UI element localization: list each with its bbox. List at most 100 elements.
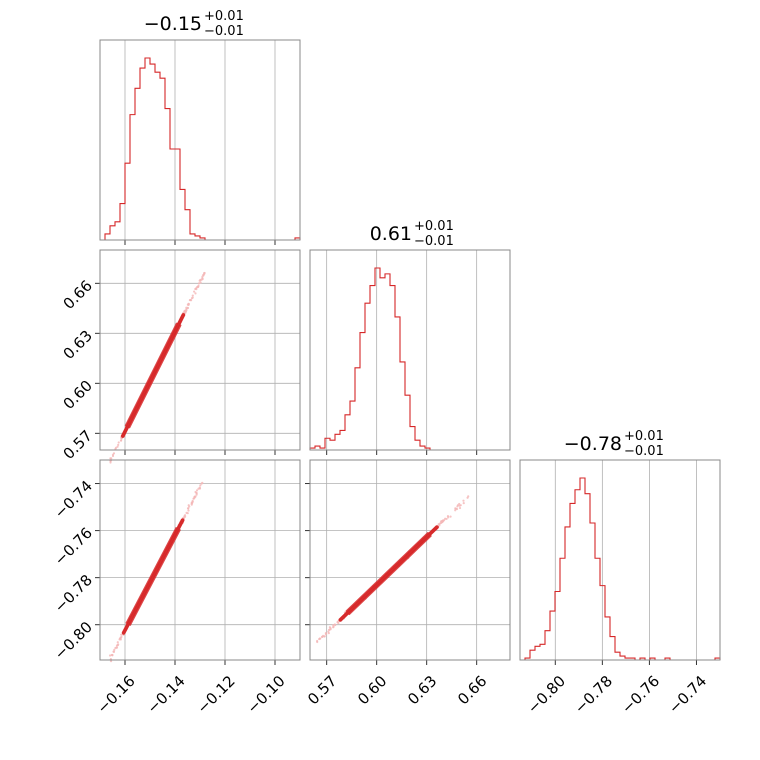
scatter-point bbox=[319, 637, 322, 640]
scatter-point bbox=[111, 454, 115, 458]
title-upper-p1: +0.01 bbox=[414, 219, 454, 234]
x-tick-label-p2: −0.80 bbox=[524, 672, 569, 717]
scatter-point bbox=[183, 514, 187, 517]
scatter-point bbox=[200, 278, 203, 281]
frame-layer bbox=[95, 39, 721, 665]
panel-frame-1-0 bbox=[99, 249, 301, 451]
scatter-point bbox=[316, 640, 319, 644]
scatter-point bbox=[438, 522, 441, 525]
scatter-point bbox=[449, 515, 452, 518]
scatter-point bbox=[120, 633, 123, 636]
contour-line bbox=[121, 518, 185, 635]
title-upper-p2: +0.01 bbox=[624, 429, 664, 444]
scatter-point bbox=[183, 310, 186, 313]
contour-line bbox=[122, 314, 186, 438]
scatter-point bbox=[117, 441, 120, 444]
histogram-p0 bbox=[100, 57, 301, 241]
contour-line bbox=[123, 519, 185, 635]
scatter-point bbox=[193, 290, 196, 293]
y-tick-label-p1: 0.63 bbox=[60, 327, 96, 363]
data-layer bbox=[100, 57, 721, 663]
y-tick-label-p2: −0.76 bbox=[51, 524, 96, 569]
scatter-point bbox=[195, 491, 198, 495]
scatter-point bbox=[191, 500, 194, 503]
scatter-point bbox=[186, 507, 190, 510]
scatter-point bbox=[458, 506, 462, 510]
scatter-point bbox=[458, 502, 461, 506]
title-value-p1: 0.61 bbox=[370, 223, 412, 245]
x-tick-label-p0: −0.14 bbox=[144, 672, 189, 717]
contour-line bbox=[340, 526, 439, 622]
scatter-point bbox=[116, 445, 119, 448]
scatter-point bbox=[195, 489, 199, 492]
scatter-point bbox=[195, 493, 198, 496]
scatter-point bbox=[197, 282, 201, 285]
scatter-point bbox=[120, 439, 123, 442]
y-tick-label-p2: −0.80 bbox=[51, 618, 96, 663]
scatter-point bbox=[199, 484, 202, 487]
scatter-point bbox=[440, 521, 443, 524]
scatter-point bbox=[447, 516, 450, 519]
x-tick-label-p1: 0.66 bbox=[454, 672, 490, 708]
scatter-point bbox=[462, 502, 465, 505]
scatter-point bbox=[194, 287, 197, 291]
scatter-point bbox=[110, 653, 113, 657]
scatter-point bbox=[185, 511, 188, 515]
histogram-p2 bbox=[520, 477, 721, 661]
scatter-point bbox=[328, 626, 331, 629]
title-upper-p0: +0.01 bbox=[204, 9, 244, 24]
x-tick-label-p0: −0.16 bbox=[94, 672, 139, 717]
y-tick-label-p2: −0.78 bbox=[51, 571, 96, 616]
scatter-point bbox=[332, 625, 335, 628]
scatter-point bbox=[324, 632, 327, 635]
scatter-point bbox=[329, 628, 332, 631]
contour-line bbox=[128, 324, 182, 429]
scatter-point bbox=[117, 443, 120, 447]
x-tick-label-p1: 0.63 bbox=[404, 672, 440, 708]
scatter-point bbox=[333, 623, 336, 626]
scatter-point bbox=[187, 504, 190, 507]
contour-line bbox=[121, 313, 186, 438]
scatter-point bbox=[188, 298, 192, 302]
x-tick-label-p0: −0.12 bbox=[194, 672, 239, 717]
scatter-point bbox=[112, 650, 115, 653]
scatter-p0-p1 bbox=[109, 271, 206, 464]
title-lower-p1: −0.01 bbox=[414, 234, 454, 249]
scatter-point bbox=[191, 294, 194, 297]
title-lower-p0: −0.01 bbox=[204, 24, 244, 39]
scatter-point bbox=[113, 648, 116, 651]
x-tick-label-p2: −0.76 bbox=[618, 672, 663, 717]
scatter-point bbox=[196, 286, 199, 289]
scatter-point bbox=[190, 503, 193, 506]
scatter-p1-p2 bbox=[316, 495, 470, 644]
scatter-point bbox=[192, 497, 195, 500]
y-tick-label-p1: 0.66 bbox=[60, 277, 96, 313]
scatter-point bbox=[115, 644, 119, 647]
scatter-point bbox=[455, 507, 458, 510]
scatter-point bbox=[445, 517, 448, 521]
scatter-point bbox=[201, 277, 204, 280]
contour-line bbox=[348, 535, 432, 616]
scatter-point bbox=[116, 641, 119, 644]
title-value-p2: −0.78 bbox=[564, 433, 622, 455]
panel-frame-2-2 bbox=[519, 459, 721, 661]
scatter-point bbox=[203, 271, 206, 275]
scatter-point bbox=[109, 461, 112, 464]
contour-line bbox=[129, 529, 181, 626]
scatter-point bbox=[115, 646, 119, 649]
x-tick-label-p1: 0.60 bbox=[354, 672, 390, 708]
panel-frame-1-1 bbox=[309, 249, 511, 451]
scatter-point bbox=[185, 306, 188, 309]
scatter-point bbox=[190, 297, 194, 300]
scatter-point bbox=[119, 637, 122, 640]
contour-line bbox=[124, 322, 178, 427]
text-layer: −0.16 −0.14 −0.12 −0.10 0.57 0.60 0.63 0.66 −0.8… bbox=[51, 9, 710, 717]
scatter-point bbox=[336, 621, 339, 624]
scatter-point bbox=[108, 654, 112, 657]
scatter-point bbox=[187, 509, 190, 512]
scatter-point bbox=[327, 632, 330, 635]
title-value-p0: −0.15 bbox=[144, 13, 202, 35]
x-tick-label-p2: −0.74 bbox=[665, 672, 710, 717]
scatter-point bbox=[200, 482, 203, 485]
